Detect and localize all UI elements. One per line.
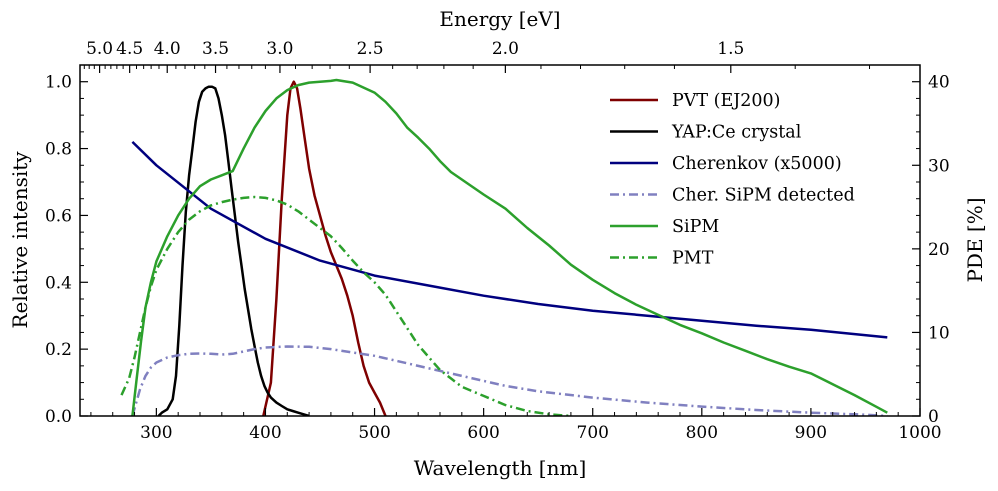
legend: PVT (EJ200) YAP:Ce crystal Cherenkov (x500… [610,91,855,269]
y-tick-label: 1.0 [45,73,72,93]
legend-label: YAP:Ce crystal [671,123,802,143]
energy-tick-label: 2.5 [357,39,384,59]
x-tick-label: 300 [140,423,172,443]
energy-tick-label: 5.0 [86,39,113,59]
y-axis-title: Relative intensity [8,151,32,329]
y2-tick-label: 40 [928,73,950,93]
x-axis-title: Wavelength [nm] [414,456,587,480]
y2-tick-label: 10 [928,323,950,343]
x-tick-label: 1000 [898,423,941,443]
series-line-2 [131,141,888,339]
top-axis-title: Energy [eV] [439,7,560,31]
legend-label: Cher. SiPM detected [672,186,855,206]
y-tick-label: 0.4 [45,273,72,293]
y-tick-label: 0.0 [45,407,72,427]
y2-axis-title: PDE [%] [963,197,987,282]
x-tick-label: 600 [467,423,499,443]
x-tick-label: 500 [358,423,390,443]
plot-frame [79,64,921,417]
energy-tick-label: 3.5 [202,39,229,59]
series-line-3 [131,345,888,416]
y-tick-label: 0.8 [45,140,72,160]
y2-tick-label: 20 [928,240,950,260]
y2-tick-label: 30 [928,156,950,176]
x-tick-label: 900 [795,423,827,443]
series-layer [120,78,888,416]
y2-tick-label: 0 [928,407,939,427]
series-line-4 [131,78,888,416]
ticks-layer: 300 400 500 600 700 800 900 10000.00.20.40.60.8… [45,39,950,443]
energy-tick-label: 1.5 [717,39,744,59]
y-tick-label: 0.2 [45,340,72,360]
legend-label: PVT (EJ200) [672,91,781,111]
series-line-1 [157,85,310,416]
x-tick-label: 800 [686,423,718,443]
x-tick-label: 700 [577,423,609,443]
legend-label: Cherenkov (x5000) [672,154,842,174]
energy-tick-label: 2.0 [492,39,519,59]
legend-label: PMT [672,249,714,269]
series-line-0 [262,80,387,416]
y-tick-label: 0.6 [45,206,72,226]
x-tick-label: 400 [249,423,281,443]
energy-tick-label: 3.0 [266,39,293,59]
legend-label: SiPM [672,217,719,237]
energy-tick-label: 4.5 [116,39,143,59]
energy-tick-label: 4.0 [154,39,181,59]
series-line-5 [120,195,571,416]
